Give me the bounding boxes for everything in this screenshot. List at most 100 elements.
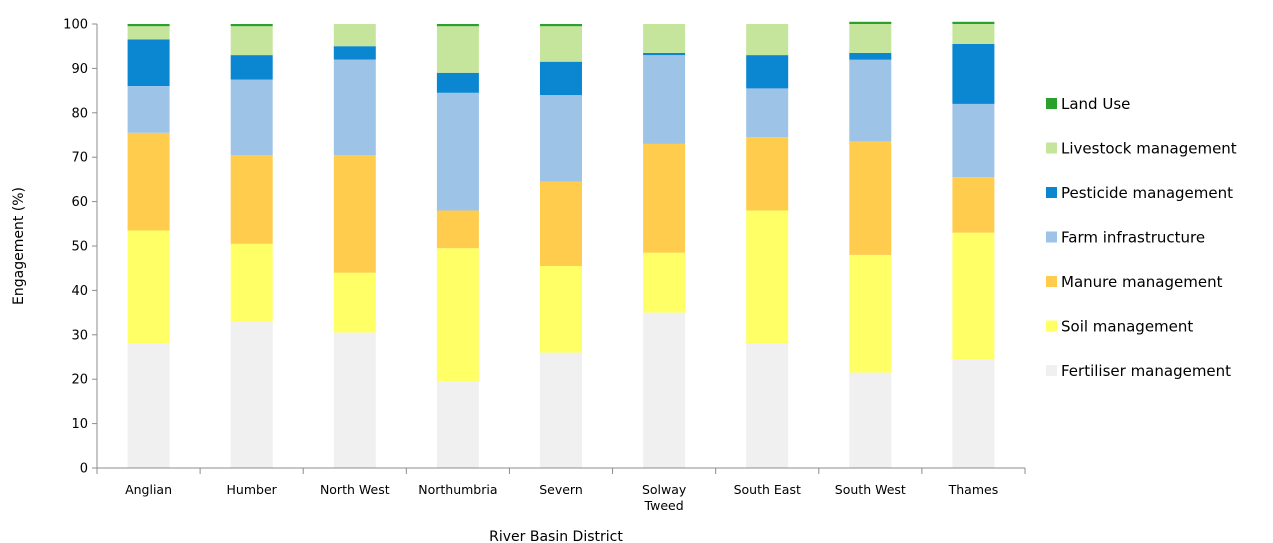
bar-segment <box>127 230 170 344</box>
bar-segment <box>436 72 479 93</box>
legend-swatch <box>1046 142 1057 154</box>
bar-segment <box>952 177 995 233</box>
y-tick-label: 80 <box>71 106 88 121</box>
x-tick-label: Anglian <box>125 482 172 497</box>
legend: Land Use Livestock management Pesticide ma… <box>1046 95 1237 380</box>
bar-segment <box>127 343 170 468</box>
y-tick-label: 90 <box>71 62 88 77</box>
bar-segment <box>230 55 273 80</box>
bar-segment <box>746 55 789 89</box>
x-tick-label: South East <box>734 482 801 497</box>
bar-segment <box>952 24 995 44</box>
bar-segment <box>230 24 273 27</box>
bar-segment <box>127 26 170 40</box>
legend-swatch <box>1046 276 1057 287</box>
y-axis-title: Engagement (%) <box>11 187 27 305</box>
bar-segment <box>746 24 789 56</box>
legend-label: Manure management <box>1061 273 1223 291</box>
bar-segment <box>333 272 376 333</box>
x-ticks-layer: Anglian Humber North West Northumbria Severn… <box>96 468 1026 513</box>
bar-segment <box>436 24 479 27</box>
bar-segment <box>952 232 995 360</box>
bar-segment <box>127 24 170 27</box>
x-axis-title: River Basin District <box>489 529 623 543</box>
bar-segment <box>540 24 582 27</box>
bar-segment <box>746 137 789 211</box>
legend-label: Livestock management <box>1061 140 1237 158</box>
bar-segment <box>643 312 686 468</box>
bar-segment <box>436 381 479 468</box>
bar-segment <box>230 243 273 322</box>
bar-segment <box>436 26 479 73</box>
bars-layer <box>127 21 995 468</box>
bar-segment <box>230 321 273 468</box>
x-tick-label: Humber <box>227 482 278 497</box>
legend-label: Fertiliser management <box>1061 362 1231 380</box>
bar-segment <box>952 21 995 24</box>
bar-segment <box>952 103 995 178</box>
bar-segment <box>127 86 170 133</box>
bar-segment <box>436 92 479 211</box>
y-tick-label: 10 <box>71 417 88 432</box>
bar-segment <box>849 141 892 255</box>
bar-segment <box>127 132 170 231</box>
legend-swatch <box>1046 187 1057 198</box>
legend-swatch <box>1046 320 1057 332</box>
bar-segment <box>540 95 582 182</box>
bar-segment <box>849 254 892 373</box>
y-ticks-layer: 0 10 20 30 40 50 60 70 80 90 100 <box>63 18 97 477</box>
legend-label: Pesticide management <box>1061 184 1233 202</box>
bar-segment <box>540 352 582 468</box>
x-tick-label: Thames <box>948 482 999 497</box>
y-tick-label: 70 <box>71 151 88 166</box>
x-tick-label: South West <box>835 482 906 497</box>
bar-segment <box>540 181 582 266</box>
bar-segment <box>643 55 686 144</box>
y-tick-label: 0 <box>80 462 88 477</box>
x-tick-label: Solway <box>642 482 687 497</box>
bar-segment <box>952 359 995 468</box>
bar-segment <box>643 252 686 313</box>
legend-label: Soil management <box>1061 318 1193 336</box>
bar-segment <box>436 248 479 382</box>
bar-segment <box>333 24 376 47</box>
y-tick-label: 100 <box>63 18 88 33</box>
bar-segment <box>849 24 892 53</box>
y-tick-label: 40 <box>71 284 88 299</box>
bar-segment <box>952 44 995 104</box>
y-tick-label: 60 <box>71 195 88 210</box>
x-tick-label: North West <box>320 482 390 497</box>
y-tick-label: 50 <box>71 240 88 255</box>
bar-segment <box>746 343 789 468</box>
x-tick-label: Tweed <box>644 498 684 513</box>
y-tick-label: 30 <box>71 328 88 343</box>
y-tick-label: 20 <box>71 373 88 388</box>
legend-swatch <box>1046 365 1057 376</box>
bar-segment <box>333 59 376 155</box>
bar-segment <box>643 52 686 56</box>
x-tick-label: Severn <box>539 482 583 497</box>
bar-segment <box>436 210 479 249</box>
bar-segment <box>540 26 582 62</box>
bar-segment <box>746 88 789 138</box>
bar-segment <box>643 24 686 53</box>
bar-segment <box>230 79 273 155</box>
bar-segment <box>333 155 376 273</box>
legend-label: Land Use <box>1061 95 1130 113</box>
bar-segment <box>127 39 170 87</box>
bar-segment <box>540 61 582 95</box>
bar-segment <box>849 52 892 60</box>
legend-swatch <box>1046 98 1057 109</box>
bar-segment <box>746 210 789 344</box>
bar-segment <box>643 143 686 253</box>
bar-segment <box>230 26 273 56</box>
bar-segment <box>849 372 892 468</box>
legend-swatch <box>1046 231 1057 243</box>
x-tick-label: Northumbria <box>418 482 497 497</box>
bar-segment <box>230 155 273 244</box>
bar-segment <box>333 332 376 468</box>
bar-segment <box>333 46 376 60</box>
bar-segment <box>849 21 892 24</box>
bar-segment <box>540 266 582 353</box>
